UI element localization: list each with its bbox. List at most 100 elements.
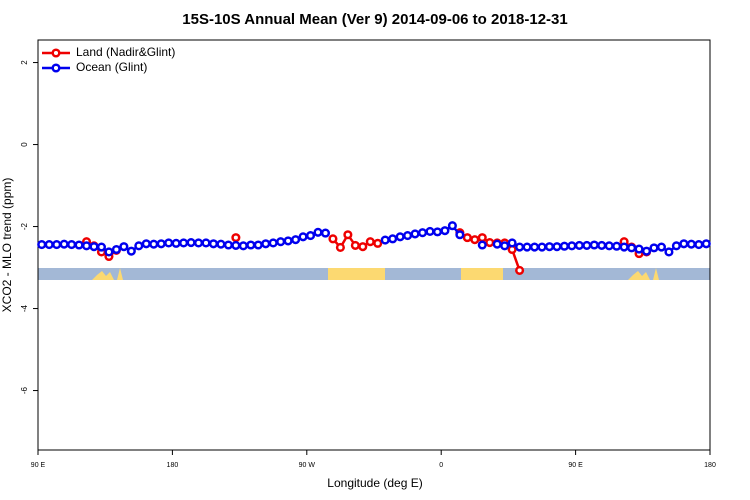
point xyxy=(403,231,413,241)
point xyxy=(671,241,681,251)
point xyxy=(627,243,637,253)
y-tick-label: -2 xyxy=(20,222,29,230)
point xyxy=(231,233,241,243)
map-strip xyxy=(38,268,710,280)
point xyxy=(350,240,360,250)
point xyxy=(89,242,99,252)
point xyxy=(544,242,555,252)
point xyxy=(320,228,331,238)
y-axis-label: XCO2 - MLO trend (ppm) xyxy=(0,178,14,313)
point xyxy=(634,244,644,254)
x-tick-label: 0 xyxy=(439,462,443,469)
legend-label: Ocean (Glint) xyxy=(76,60,147,74)
point xyxy=(552,242,562,252)
point xyxy=(134,241,144,251)
point xyxy=(111,244,121,255)
point xyxy=(522,242,532,252)
point xyxy=(432,227,443,237)
legend-label: Land (Nadir&Glint) xyxy=(76,45,175,59)
point xyxy=(373,238,383,248)
x-axis-label: Longitude (deg E) xyxy=(327,476,422,490)
x-tick-label: 180 xyxy=(704,462,716,469)
point xyxy=(656,242,667,252)
point xyxy=(126,246,136,256)
x-tick-label: 90 E xyxy=(568,462,583,469)
point xyxy=(559,241,569,251)
point xyxy=(582,240,592,250)
point xyxy=(515,242,525,252)
point xyxy=(664,247,674,257)
point xyxy=(529,242,540,252)
point xyxy=(313,227,323,237)
x-tick-label: 180 xyxy=(167,462,179,469)
point xyxy=(619,242,629,252)
point xyxy=(686,239,696,249)
chart-title: 15S-10S Annual Mean (Ver 9) 2014-09-06 t… xyxy=(182,11,567,28)
point xyxy=(216,239,226,249)
point xyxy=(253,240,263,250)
y-tick-label: -6 xyxy=(20,386,29,394)
x-tick-label: 90 E xyxy=(31,462,46,469)
land-region xyxy=(328,268,385,280)
point xyxy=(358,242,368,252)
y-tick-label: 0 xyxy=(20,142,29,147)
point xyxy=(425,226,435,237)
point xyxy=(447,221,457,231)
point xyxy=(193,238,204,248)
point xyxy=(589,240,599,250)
point xyxy=(492,239,502,249)
point xyxy=(268,238,278,248)
point xyxy=(149,239,159,249)
point xyxy=(440,226,450,236)
y-tick-label: 2 xyxy=(20,60,29,65)
point xyxy=(164,238,174,248)
point xyxy=(305,231,316,241)
point xyxy=(298,232,308,242)
point xyxy=(231,240,241,250)
point xyxy=(694,240,704,250)
point xyxy=(470,235,480,245)
point xyxy=(104,247,114,257)
point xyxy=(537,242,547,252)
point xyxy=(395,232,405,242)
point xyxy=(417,228,428,238)
point xyxy=(291,235,301,245)
point xyxy=(171,238,181,248)
point xyxy=(365,237,375,247)
point xyxy=(201,238,211,248)
point xyxy=(276,237,286,247)
point xyxy=(96,242,107,252)
point xyxy=(649,243,659,253)
point xyxy=(485,237,495,248)
point xyxy=(186,237,196,248)
point xyxy=(74,240,84,250)
point xyxy=(328,234,338,244)
point xyxy=(462,233,472,243)
point xyxy=(388,234,398,244)
point xyxy=(604,241,614,251)
point xyxy=(679,239,689,249)
point xyxy=(223,240,233,250)
legend-marker xyxy=(51,63,61,73)
point xyxy=(507,238,517,248)
point xyxy=(515,265,525,275)
point xyxy=(261,239,271,249)
point xyxy=(283,236,293,246)
legend-marker xyxy=(51,48,61,58)
point xyxy=(44,240,54,250)
point xyxy=(81,241,92,251)
land-region xyxy=(92,268,123,280)
land-region xyxy=(461,268,503,280)
point xyxy=(477,240,487,250)
point xyxy=(410,229,420,239)
land-region xyxy=(628,268,659,280)
point xyxy=(238,241,248,251)
point xyxy=(141,239,151,249)
point xyxy=(574,240,584,250)
point xyxy=(612,241,622,251)
point xyxy=(335,242,345,253)
point xyxy=(567,241,577,251)
series-line xyxy=(85,231,647,271)
x-tick-label: 90 W xyxy=(299,462,316,469)
